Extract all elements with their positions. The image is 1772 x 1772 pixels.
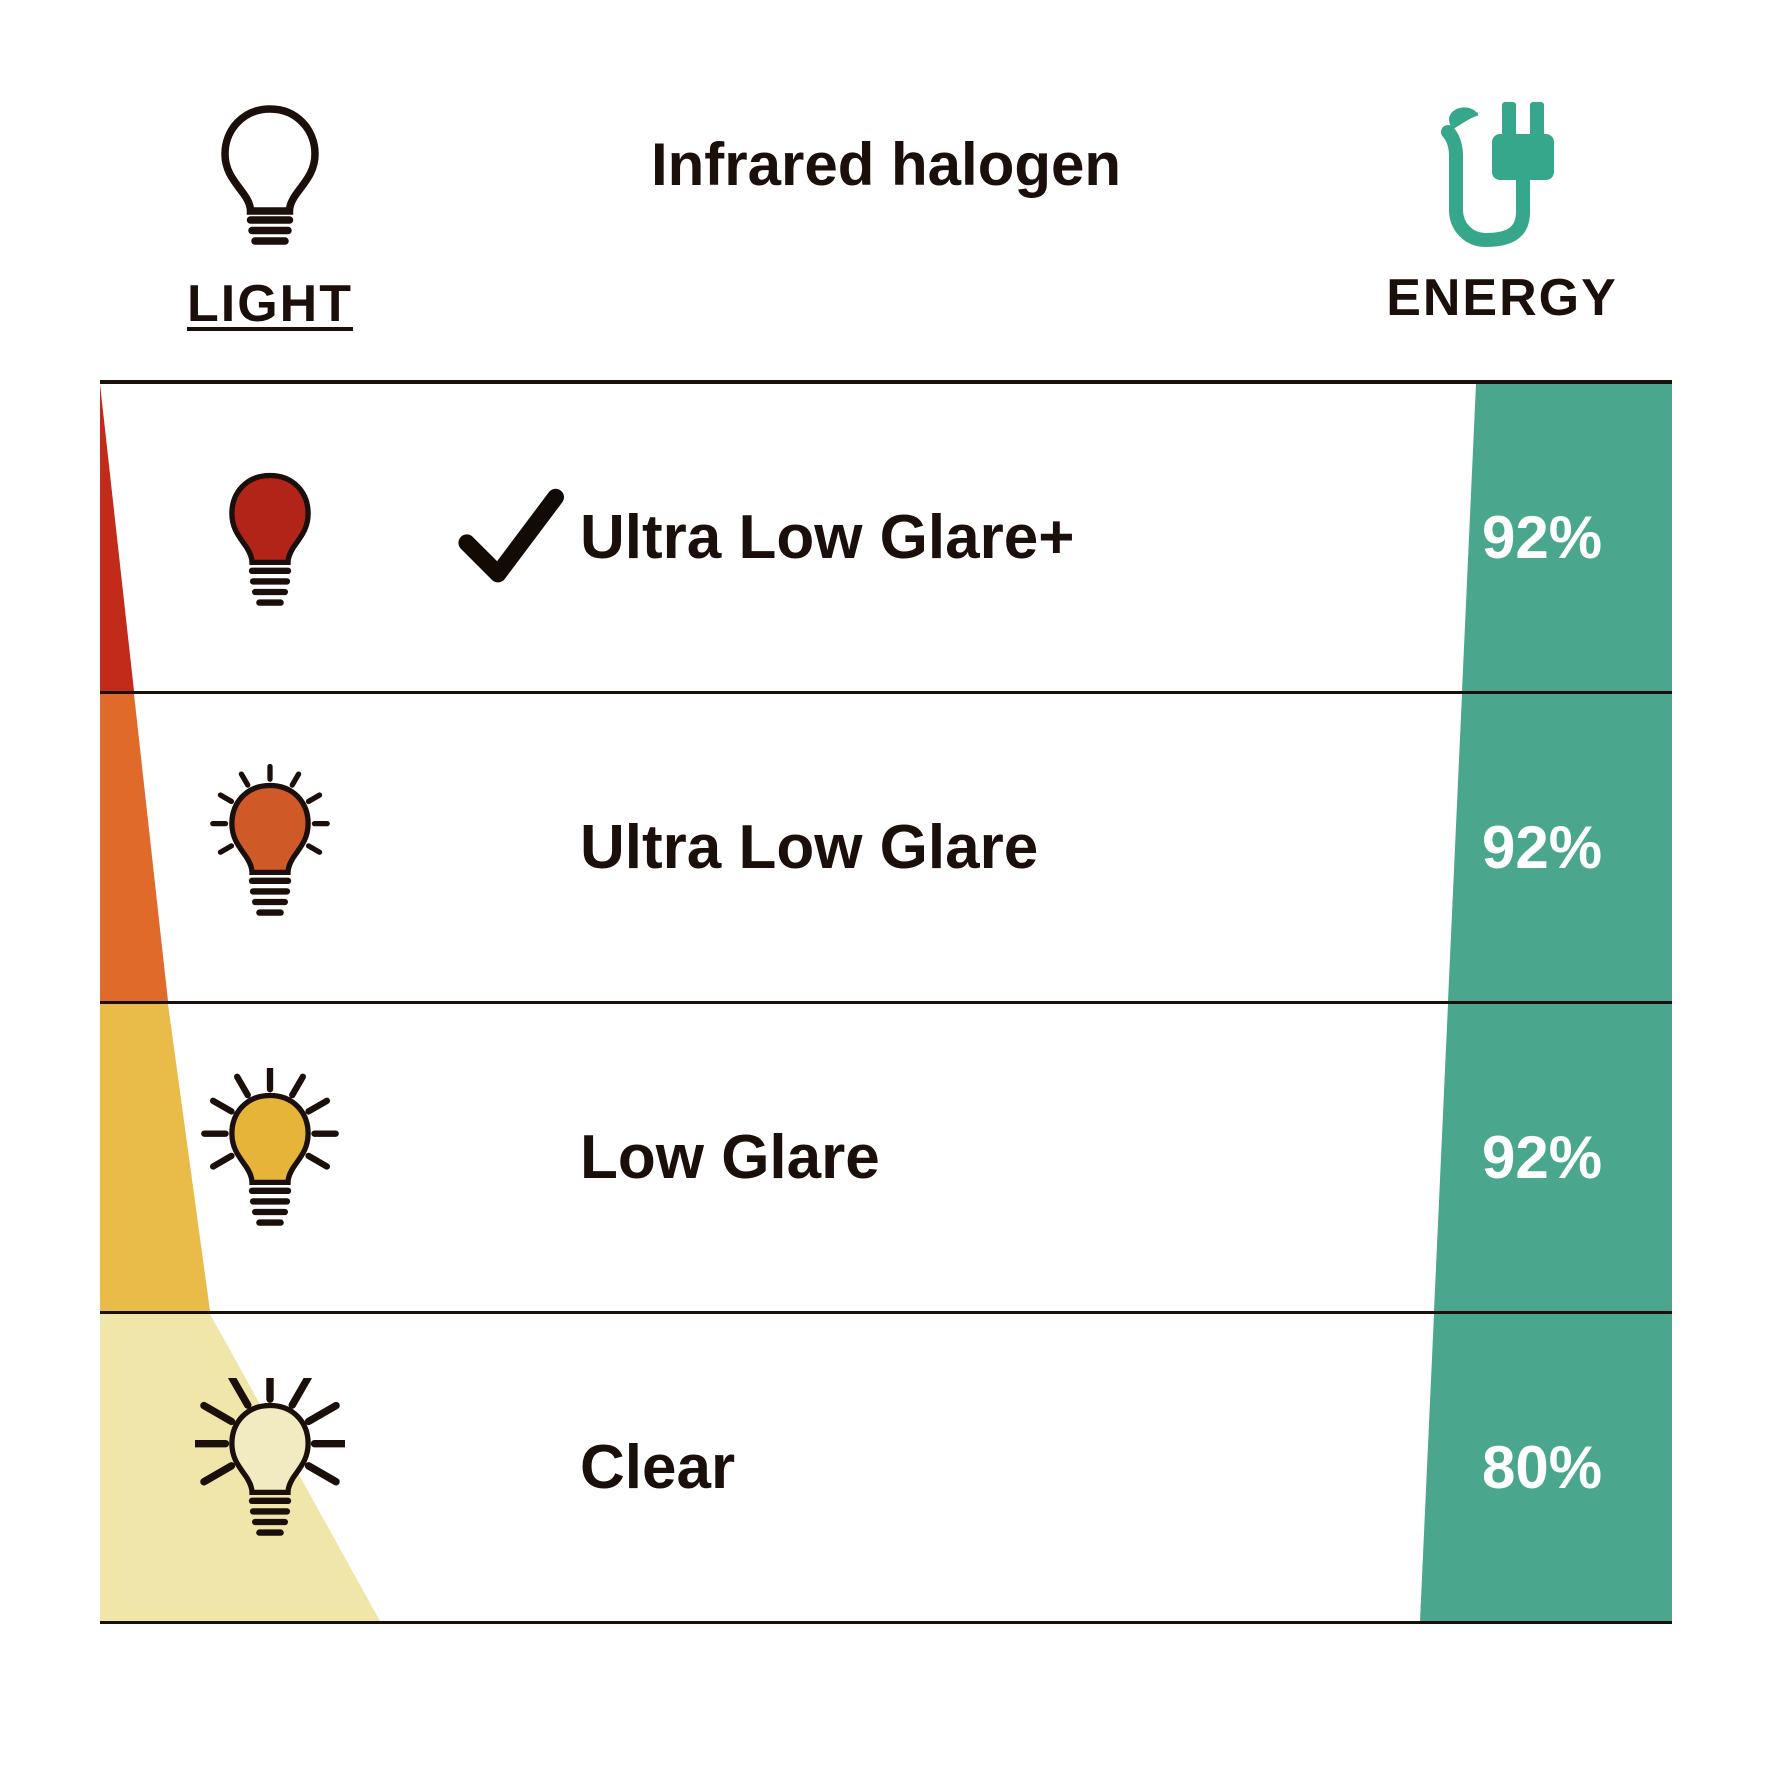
lightbulb-icon <box>100 448 440 628</box>
table-row: Clear80% <box>100 1314 1672 1624</box>
header: LIGHT Infrared halogen <box>100 100 1672 380</box>
column-header-energy: ENERGY <box>1352 100 1652 328</box>
row-label: Ultra Low Glare+ <box>580 502 1432 573</box>
row-content: Clear80% <box>100 1314 1672 1621</box>
row-label: Low Glare <box>580 1122 1432 1193</box>
infographic-canvas: LIGHT Infrared halogen <box>100 100 1672 1672</box>
table-row: Low Glare92% <box>100 1004 1672 1314</box>
table-row: Ultra Low Glare92% <box>100 694 1672 1004</box>
column-label-energy: ENERGY <box>1352 268 1652 328</box>
energy-percentage: 80% <box>1432 1433 1672 1502</box>
rows-container: Ultra Low Glare+92% Ultra Low Glare92% L… <box>100 380 1672 1624</box>
eco-plug-icon <box>1432 100 1572 250</box>
lightbulb-icon <box>100 758 440 938</box>
row-content: Ultra Low Glare92% <box>100 694 1672 1001</box>
checkmark-icon <box>440 478 580 598</box>
row-content: Low Glare92% <box>100 1004 1672 1311</box>
lightbulb-icon <box>100 1068 440 1248</box>
energy-percentage: 92% <box>1432 503 1672 572</box>
energy-percentage: 92% <box>1432 813 1672 882</box>
energy-percentage: 92% <box>1432 1123 1672 1192</box>
lightbulb-icon <box>100 1378 440 1558</box>
column-label-light: LIGHT <box>140 274 400 334</box>
row-content: Ultra Low Glare+92% <box>100 384 1672 691</box>
row-label: Clear <box>580 1432 1432 1503</box>
row-label: Ultra Low Glare <box>580 812 1432 883</box>
table-row: Ultra Low Glare+92% <box>100 384 1672 694</box>
